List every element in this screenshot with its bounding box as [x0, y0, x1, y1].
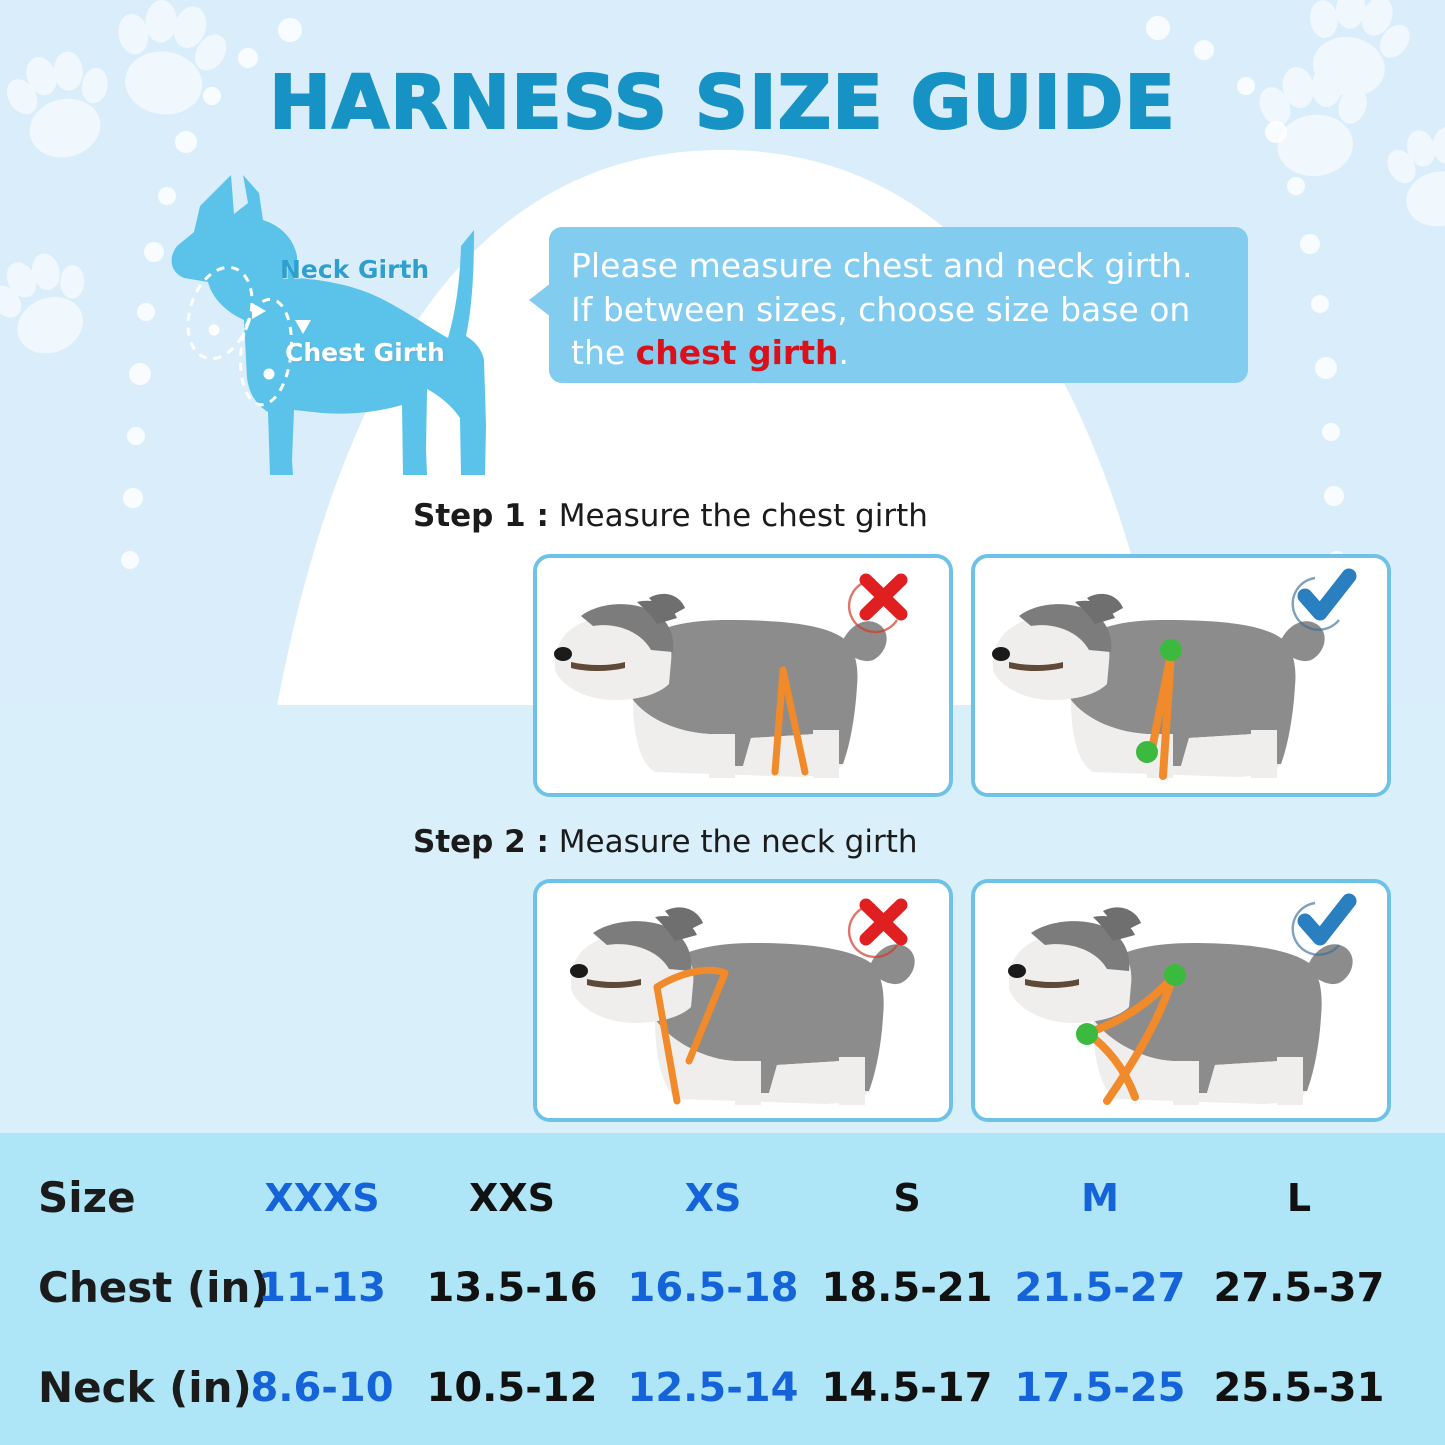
step-2-number: Step 2 : [413, 824, 549, 860]
green-marker-dot [1136, 741, 1158, 763]
green-marker-dot [1160, 639, 1182, 661]
red-x-icon [847, 573, 908, 634]
callout-line-1: Please measure chest and neck girth. [571, 246, 1193, 285]
callout-highlight: chest girth [635, 333, 839, 373]
step-2-text: Measure the neck girth [548, 824, 918, 860]
green-marker-dot [1164, 964, 1186, 986]
chest-value-xxs: 13.5-16 [426, 1265, 598, 1311]
size-header-s: S [893, 1176, 921, 1220]
size-header-m: M [1081, 1176, 1119, 1220]
dog-photo-neck-correct [975, 883, 1387, 1118]
neck-value-xs: 12.5-14 [627, 1365, 799, 1411]
step-2-wrong-photo-card[interactable] [533, 879, 953, 1122]
measurement-diagram: Neck Girth Chest Girth [130, 160, 550, 505]
callout-line3-suffix: . [838, 333, 849, 373]
step-2-heading: Step 2 : Measure the neck girth [413, 824, 918, 860]
measuring-tape [1083, 973, 1177, 1037]
callout-line-3: the chest girth. [571, 331, 1224, 375]
neck-value-s: 14.5-17 [821, 1365, 993, 1411]
size-header-xxs: XXS [469, 1176, 555, 1220]
chest-value-s: 18.5-21 [821, 1265, 993, 1311]
callout-tail [529, 283, 551, 317]
size-header-xxxs: XXXS [264, 1176, 380, 1220]
neck-value-xxxs: 8.6-10 [250, 1365, 394, 1411]
plush-dog-photo [992, 593, 1325, 780]
dog-silhouette-icon [171, 175, 486, 475]
size-header-xs: XS [684, 1176, 742, 1220]
size-header-l: L [1286, 1176, 1312, 1220]
dog-nose [992, 647, 1010, 661]
page-title: HARNESS SIZE GUIDE [268, 60, 1176, 146]
chest-value-xxxs: 11-13 [258, 1265, 386, 1311]
blue-check-icon [1291, 568, 1357, 631]
measuring-tape [653, 966, 729, 991]
neck-girth-label: Neck Girth [280, 255, 430, 284]
dog-nose [1008, 964, 1026, 978]
dog-nose [554, 647, 572, 661]
step-1-correct-photo-card[interactable] [971, 554, 1391, 797]
chest-value-m: 21.5-27 [1014, 1265, 1186, 1311]
green-marker-dot [1076, 1023, 1098, 1045]
step-1-heading: Step 1 : Measure the chest girth [413, 498, 928, 534]
table-row-chest: Chest (in) 11-13 13.5-16 16.5-18 18.5-21… [0, 1251, 1445, 1325]
measuring-tape [771, 666, 787, 776]
measure-instructions-callout: Please measure chest and neck girth. If … [549, 227, 1248, 383]
chest-arrow-icon [295, 320, 311, 334]
blue-check-icon [1291, 893, 1357, 956]
table-row-header: Size XXXS XXS XS S M L [0, 1161, 1445, 1235]
chest-girth-ellipse [239, 297, 293, 407]
chest-value-l: 27.5-37 [1213, 1265, 1385, 1311]
red-x-icon [847, 898, 908, 959]
dog-photo-chest-correct [975, 558, 1387, 793]
step-1-wrong-photo-card[interactable] [533, 554, 953, 797]
neck-value-xxs: 10.5-12 [426, 1365, 598, 1411]
neck-arrow-icon [252, 303, 266, 319]
plush-dog-photo [1008, 907, 1353, 1105]
neck-value-m: 17.5-25 [1014, 1365, 1186, 1411]
callout-line3-prefix: the [571, 333, 636, 373]
plush-dog-photo [554, 593, 887, 778]
row-label-size: Size [38, 1173, 136, 1222]
neck-value-l: 25.5-31 [1213, 1365, 1385, 1411]
step-1-text: Measure the chest girth [548, 498, 928, 534]
step-2-correct-photo-card[interactable] [971, 879, 1391, 1122]
table-band [0, 1133, 1445, 1445]
row-label-neck: Neck (in) [38, 1363, 252, 1412]
chest-girth-label: Chest Girth [285, 338, 445, 367]
dog-nose [570, 964, 588, 978]
dog-photo-neck-wrong [537, 883, 949, 1118]
dog-photo-chest-wrong [537, 558, 949, 793]
table-row-neck: Neck (in) 8.6-10 10.5-12 12.5-14 14.5-17… [0, 1351, 1445, 1425]
size-table: Size XXXS XXS XS S M L Chest (in) 11-13 … [0, 1133, 1445, 1445]
callout-line-2: If between sizes, choose size base on [571, 289, 1191, 329]
chest-value-xs: 16.5-18 [627, 1265, 799, 1311]
step-1-number: Step 1 : [413, 498, 549, 534]
plush-dog-photo [570, 907, 915, 1105]
row-label-chest: Chest (in) [38, 1263, 270, 1312]
